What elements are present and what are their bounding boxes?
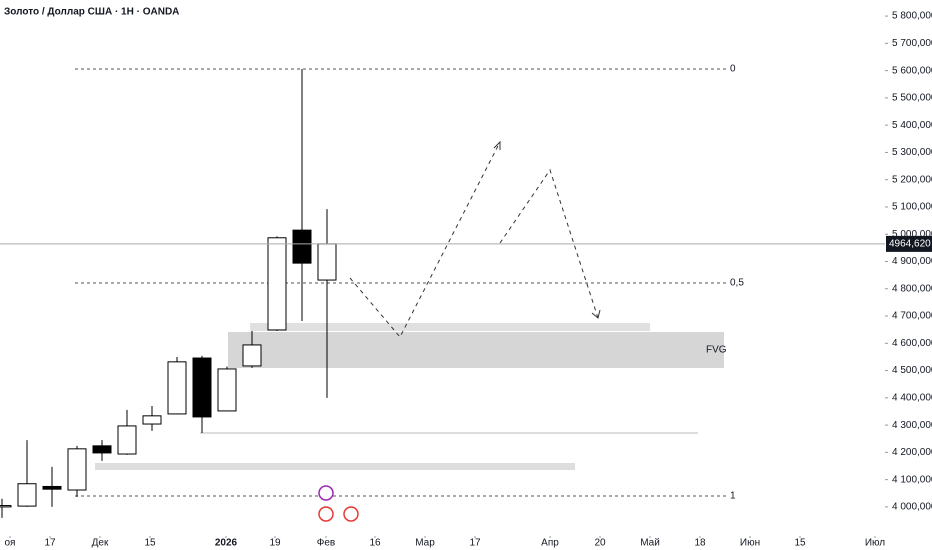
y-tick-label: 4 700,000: [892, 311, 932, 322]
fvg-zone: [228, 332, 724, 368]
candle-body: [242, 344, 262, 367]
y-tick-label: 5 200,000: [892, 174, 932, 185]
candle-body: [17, 483, 37, 507]
x-tick-label: 17: [469, 538, 481, 549]
candle-body: [217, 368, 237, 412]
x-tick-label: Мар: [415, 538, 435, 549]
y-tick-label: 4 300,000: [892, 420, 932, 431]
price-badge: [886, 235, 932, 252]
candle-body: [142, 415, 162, 425]
zone-label: FVG: [706, 345, 727, 356]
y-tick-label: 4 500,000: [892, 365, 932, 376]
candle-body: [167, 361, 187, 415]
candle-body: [67, 448, 87, 491]
x-tick-label: 18: [694, 538, 706, 549]
candle-body: [92, 445, 112, 454]
x-tick-label: Дек: [92, 538, 109, 549]
y-tick-label: 4 000,000: [892, 502, 932, 513]
event-icon[interactable]: [318, 506, 334, 522]
candle-body: [42, 485, 62, 490]
x-tick-label: 20: [594, 538, 606, 549]
y-tick-label: 4 900,000: [892, 256, 932, 267]
y-tick-label: 5 000,000: [892, 229, 932, 240]
candle-body: [0, 505, 12, 508]
x-tick-label: 15: [144, 538, 156, 549]
arrow-head: [591, 309, 601, 319]
y-tick-label: 4 200,000: [892, 447, 932, 458]
candle-body: [317, 243, 337, 281]
fib-label: 1: [730, 491, 736, 502]
x-tick-label: 17: [44, 538, 56, 549]
y-tick-label: 5 100,000: [892, 202, 932, 213]
chart-title: Золото / Доллар США · 1Н · OANDA: [4, 7, 179, 18]
fib-label: 0: [730, 64, 736, 75]
y-tick-label: 4 400,000: [892, 392, 932, 403]
y-tick-label: 4 100,000: [892, 474, 932, 485]
projection: [499, 168, 599, 319]
price-label: 4964,620: [889, 239, 931, 250]
event-icon[interactable]: [343, 506, 359, 522]
candle-body: [292, 229, 312, 264]
candle-body: [117, 425, 137, 455]
y-tick-label: 4 600,000: [892, 338, 932, 349]
y-tick-label: 5 600,000: [892, 65, 932, 76]
x-tick-label: Май: [640, 538, 660, 549]
y-tick-label: 5 400,000: [892, 120, 932, 131]
x-tick-label: 19: [269, 538, 281, 549]
x-tick-label: Апр: [541, 538, 559, 549]
zone: [250, 323, 650, 331]
x-tick-label: 2026: [215, 538, 238, 549]
y-tick-label: 5 800,000: [892, 11, 932, 22]
x-tick-label: 15: [794, 538, 806, 549]
x-tick-label: Июл: [865, 538, 885, 549]
y-tick-label: 5 700,000: [892, 38, 932, 49]
fib-label: 0,5: [730, 278, 744, 289]
zone: [95, 463, 575, 470]
x-tick-label: 16: [369, 538, 381, 549]
x-tick-label: оя: [5, 538, 16, 549]
x-tick-label: Июн: [740, 538, 760, 549]
candle-body: [267, 237, 287, 331]
projection: [349, 141, 501, 338]
y-tick-label: 5 300,000: [892, 147, 932, 158]
arrow-head: [493, 140, 501, 150]
y-tick-label: 5 500,000: [892, 93, 932, 104]
candle-body: [192, 357, 212, 418]
y-tick-label: 4 800,000: [892, 283, 932, 294]
event-icon[interactable]: [318, 485, 334, 501]
x-tick-label: Фев: [317, 538, 335, 549]
